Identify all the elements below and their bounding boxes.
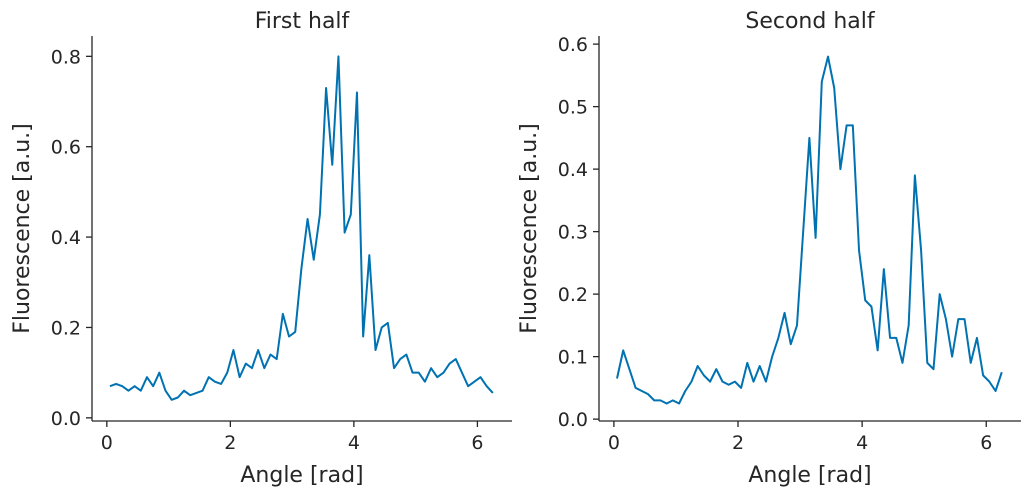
y-tick-label: 0.6 bbox=[51, 137, 81, 159]
y-tick-label: 0.2 bbox=[51, 317, 81, 339]
x-tick-label: 2 bbox=[224, 432, 236, 454]
chart-title: First half bbox=[255, 9, 351, 34]
x-tick-label: 0 bbox=[608, 432, 620, 454]
y-tick-label: 0.1 bbox=[558, 347, 588, 369]
data-line bbox=[109, 55, 494, 401]
y-tick-label: 0.5 bbox=[558, 97, 588, 119]
x-tick-label: 4 bbox=[348, 432, 360, 454]
x-tick-label: 4 bbox=[856, 432, 868, 454]
y-axis-label: Fluorescence [a.u.] bbox=[10, 123, 35, 334]
x-tick-label: 0 bbox=[101, 432, 113, 454]
y-tick-label: 0.3 bbox=[558, 222, 588, 244]
y-tick-label: 0.4 bbox=[51, 227, 81, 249]
panel: 0 2 4 6 0.0 0.1 0.2 0.3 0.4 0.5 0.6 Second half Angl… bbox=[517, 9, 1021, 488]
x-tick-label: 6 bbox=[980, 432, 992, 454]
y-axis-label: Fluorescence [a.u.] bbox=[517, 123, 542, 334]
panel: 0 2 4 6 0.0 0.2 0.4 0.6 0.8 First half Angle [rad]… bbox=[10, 9, 512, 488]
y-tick-label: 0.8 bbox=[51, 46, 81, 68]
y-tick-label: 0.4 bbox=[558, 159, 588, 181]
x-tick-label: 2 bbox=[732, 432, 744, 454]
y-tick-label: 0.0 bbox=[558, 409, 588, 431]
chart-title: Second half bbox=[745, 9, 875, 34]
y-tick-label: 0.0 bbox=[51, 408, 81, 430]
x-tick-label: 6 bbox=[471, 432, 483, 454]
y-tick-label: 0.2 bbox=[558, 284, 588, 306]
x-axis-label: Angle [rad] bbox=[240, 463, 363, 488]
data-line bbox=[616, 55, 1003, 405]
x-axis-label: Angle [rad] bbox=[748, 463, 871, 488]
y-tick-label: 0.6 bbox=[558, 34, 588, 56]
